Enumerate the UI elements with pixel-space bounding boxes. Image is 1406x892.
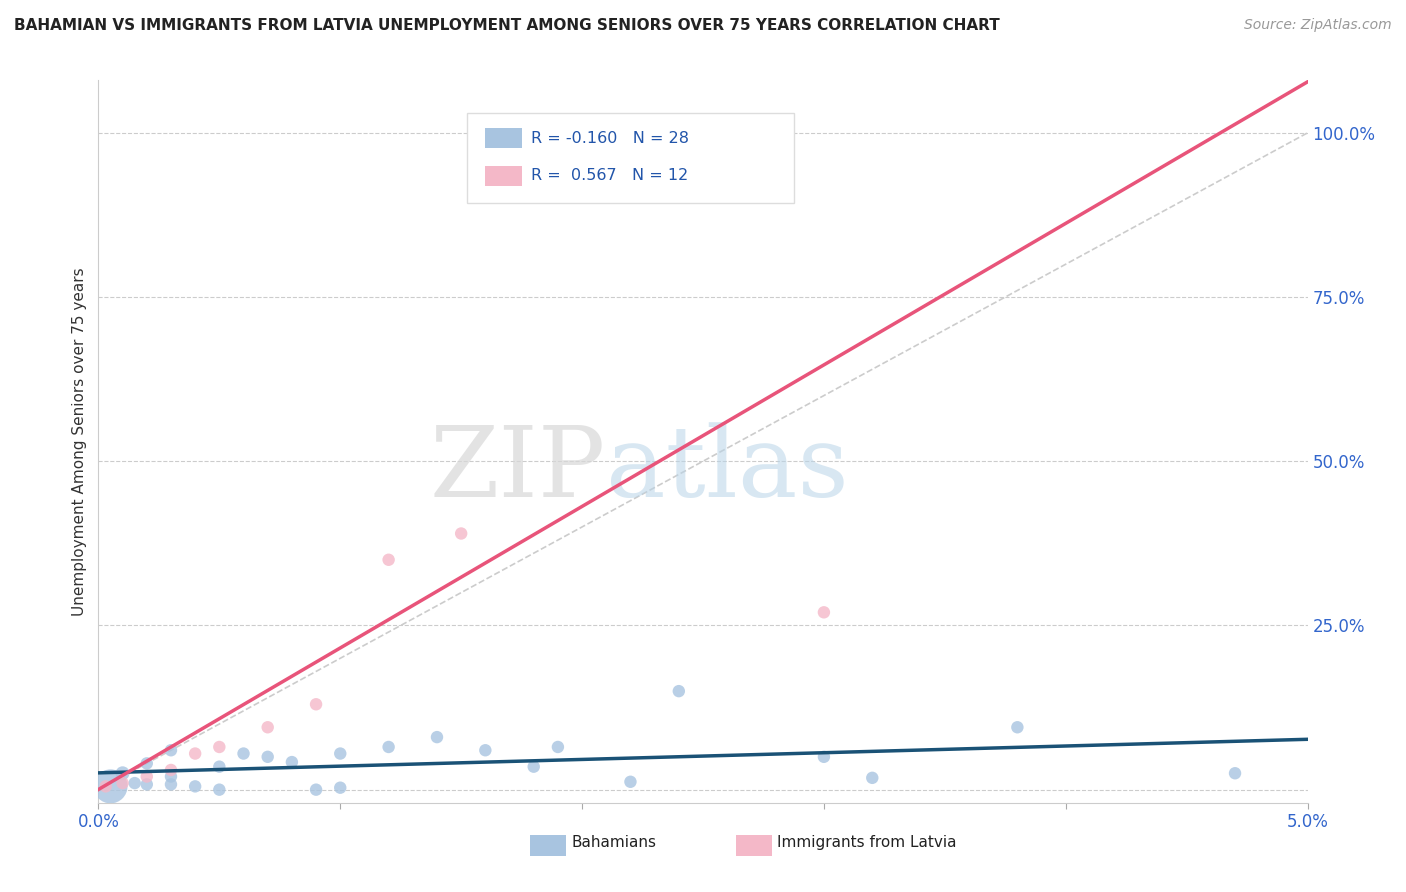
FancyBboxPatch shape <box>467 112 793 203</box>
Point <box>1007 720 1029 734</box>
Point <box>329 780 352 795</box>
Text: Bahamians: Bahamians <box>571 835 657 850</box>
Text: ZIP: ZIP <box>430 423 606 518</box>
Point <box>232 747 254 761</box>
Point <box>135 770 157 784</box>
Point <box>160 777 183 791</box>
Point <box>160 763 183 777</box>
Text: R = -0.160   N = 28: R = -0.160 N = 28 <box>531 130 689 145</box>
Point <box>100 780 122 794</box>
Point <box>281 755 304 769</box>
Point <box>1223 766 1246 780</box>
Point <box>208 739 231 754</box>
Text: Immigrants from Latvia: Immigrants from Latvia <box>776 835 956 850</box>
Point <box>135 777 157 791</box>
Point <box>208 760 231 774</box>
FancyBboxPatch shape <box>735 835 772 855</box>
Point <box>124 776 146 790</box>
Text: Source: ZipAtlas.com: Source: ZipAtlas.com <box>1244 18 1392 32</box>
Point <box>160 770 183 784</box>
Point <box>668 684 690 698</box>
Point <box>547 739 569 754</box>
FancyBboxPatch shape <box>530 835 567 855</box>
Point <box>813 749 835 764</box>
Point <box>813 605 835 619</box>
Point <box>474 743 496 757</box>
Point <box>256 720 278 734</box>
Point <box>450 526 472 541</box>
Point <box>94 780 117 794</box>
Point <box>377 553 399 567</box>
Point <box>305 698 328 712</box>
Point <box>377 739 399 754</box>
Point <box>208 782 231 797</box>
Point <box>305 782 328 797</box>
Point <box>111 766 134 780</box>
Point <box>184 780 207 794</box>
Text: BAHAMIAN VS IMMIGRANTS FROM LATVIA UNEMPLOYMENT AMONG SENIORS OVER 75 YEARS CORR: BAHAMIAN VS IMMIGRANTS FROM LATVIA UNEMP… <box>14 18 1000 33</box>
Point <box>256 749 278 764</box>
Text: R =  0.567   N = 12: R = 0.567 N = 12 <box>531 169 689 183</box>
Point <box>619 774 641 789</box>
Point <box>329 747 352 761</box>
Point <box>160 743 183 757</box>
Point <box>111 776 134 790</box>
Text: atlas: atlas <box>606 423 849 518</box>
FancyBboxPatch shape <box>485 128 522 148</box>
Point <box>184 747 207 761</box>
Point <box>135 756 157 771</box>
Point <box>619 152 641 166</box>
Point <box>523 760 546 774</box>
FancyBboxPatch shape <box>485 166 522 186</box>
Y-axis label: Unemployment Among Seniors over 75 years: Unemployment Among Seniors over 75 years <box>72 268 87 615</box>
Point <box>426 730 449 744</box>
Point <box>860 771 883 785</box>
